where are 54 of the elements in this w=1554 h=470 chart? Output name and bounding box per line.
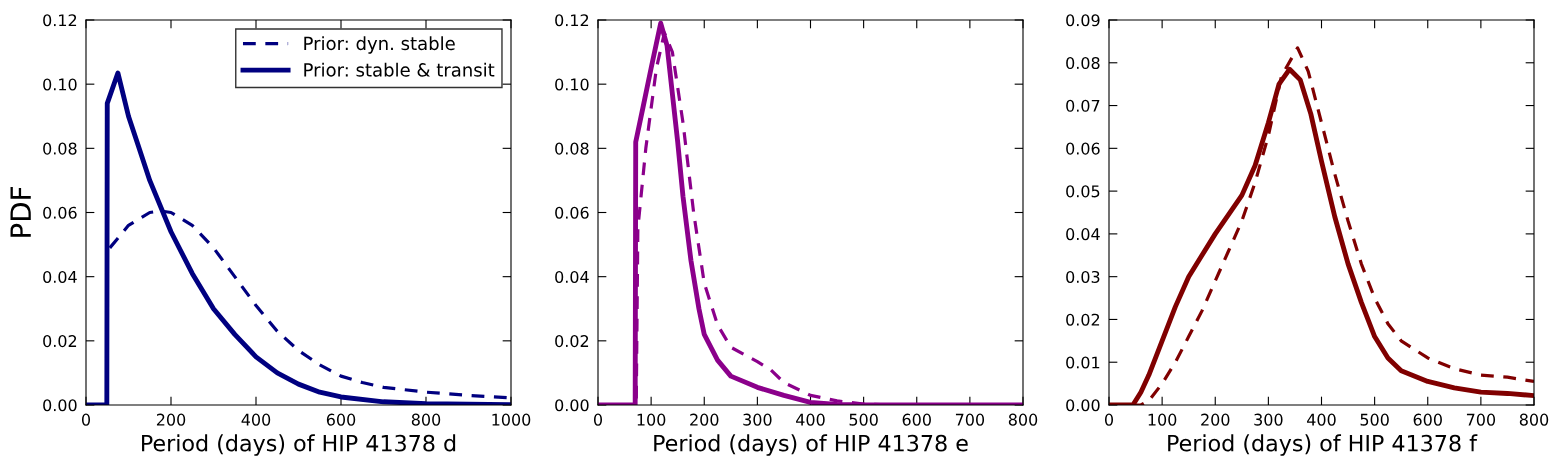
x-tick-label: 400 — [241, 413, 271, 426]
y-tick-label: 0.10 — [43, 78, 77, 91]
y-tick-label: 0.06 — [1066, 142, 1100, 155]
y-tick-label: 0.00 — [43, 399, 77, 412]
x-tick-label: 400 — [1307, 413, 1336, 426]
x-tick-label: 200 — [1201, 413, 1230, 426]
x-tick-label: 100 — [637, 413, 666, 426]
x-tick-label: 300 — [1254, 413, 1283, 426]
x-tick-label: 800 — [1008, 413, 1038, 426]
x-axis-title: Period (days) of HIP 41378 d — [142, 434, 456, 456]
y-tick-label: 0.02 — [1066, 313, 1100, 326]
legend-label: Prior: stable & transit — [304, 62, 495, 77]
x-tick-label: 0 — [1104, 413, 1114, 426]
x-tick-label: 800 — [1519, 413, 1549, 426]
x-tick-label: 400 — [796, 413, 825, 426]
y-tick-label: 0.08 — [555, 142, 589, 155]
y-tick-label: 0.04 — [43, 270, 77, 283]
y-tick-label: 0.09 — [1066, 14, 1100, 27]
x-tick-label: 700 — [1466, 413, 1496, 426]
y-tick-label: 0.08 — [43, 142, 77, 155]
x-tick-label: 0 — [593, 413, 603, 426]
x-tick-label: 500 — [1360, 413, 1389, 426]
y-tick-label: 0.07 — [1066, 99, 1100, 112]
y-tick-label: 0.10 — [555, 78, 589, 91]
x-tick-label: 100 — [1148, 413, 1177, 426]
x-tick-label: 1000 — [492, 413, 531, 426]
y-tick-label: 0.06 — [555, 206, 589, 219]
x-tick-label: 700 — [955, 413, 985, 426]
y-tick-label: 0.12 — [43, 14, 77, 27]
x-tick-label: 200 — [690, 413, 719, 426]
x-tick-label: 500 — [849, 413, 878, 426]
y-tick-label: 0.05 — [1066, 185, 1100, 198]
y-tick-label: 0.00 — [555, 399, 589, 412]
y-axis-title: PDF — [10, 187, 31, 237]
y-tick-label: 0.08 — [1066, 56, 1100, 70]
x-tick-label: 600 — [902, 413, 931, 426]
x-tick-label: 800 — [411, 413, 441, 426]
legend-label: Prior: dyn. stable — [304, 36, 455, 54]
x-tick-label: 200 — [156, 413, 186, 426]
y-tick-label: 0.00 — [1066, 399, 1100, 412]
x-tick-label: 0 — [81, 413, 91, 426]
y-tick-label: 0.03 — [1066, 270, 1100, 283]
x-tick-label: 300 — [743, 413, 772, 426]
y-tick-label: 0.12 — [555, 14, 589, 27]
x-tick-label: 600 — [1413, 413, 1442, 426]
y-tick-label: 0.02 — [43, 335, 77, 348]
y-tick-label: 0.02 — [555, 335, 589, 348]
x-axis-title: Period (days) of HIP 41378 f — [1168, 434, 1478, 456]
y-tick-label: 0.04 — [555, 270, 589, 283]
x-tick-label: 600 — [326, 413, 356, 426]
y-tick-label: 0.04 — [1066, 228, 1100, 241]
y-tick-label: 0.01 — [1066, 356, 1100, 369]
y-tick-label: 0.06 — [43, 206, 77, 219]
x-axis-title: Period (days) of HIP 41378 e — [654, 434, 968, 456]
